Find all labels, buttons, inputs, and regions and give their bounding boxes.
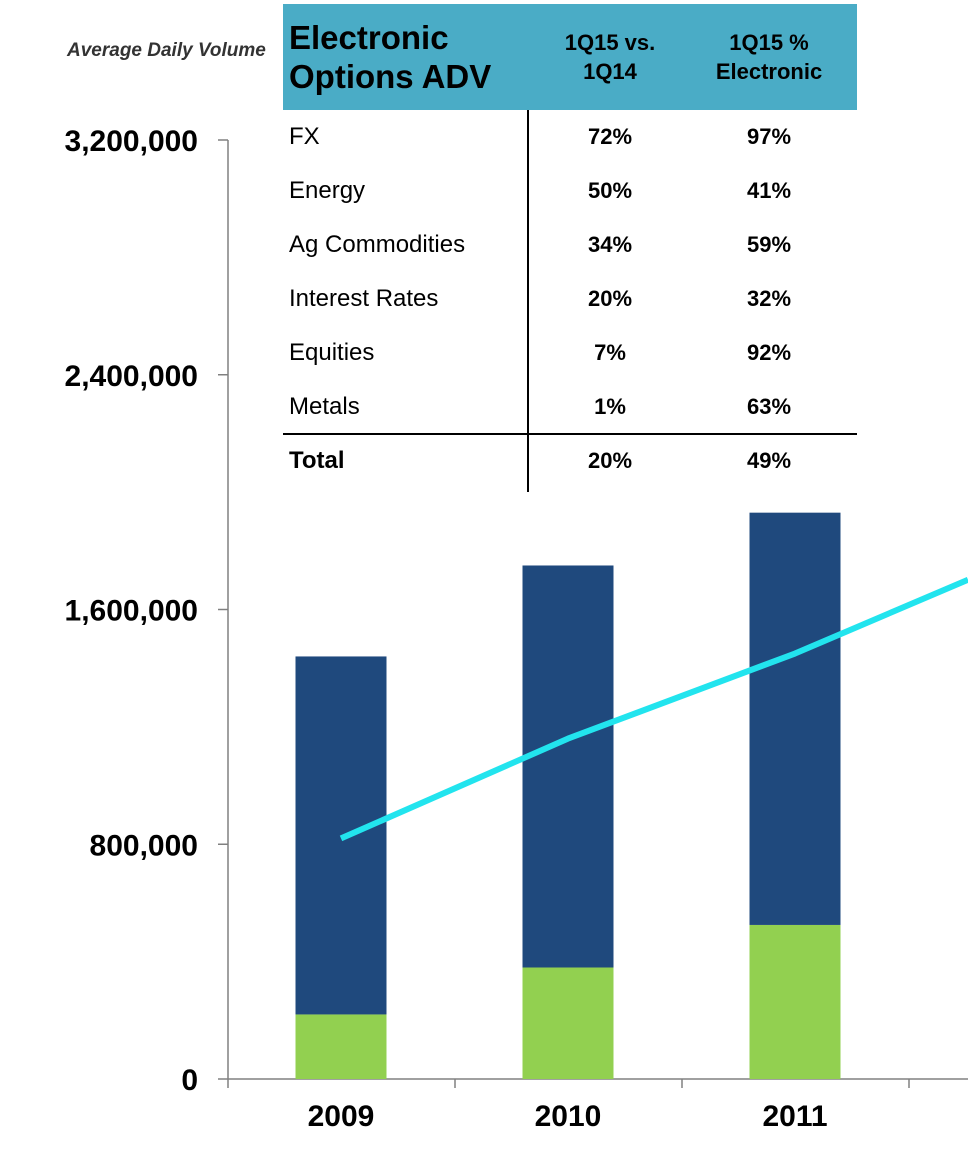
row-label: Equities	[289, 339, 375, 366]
row-electronic: 59%	[746, 232, 792, 257]
table-vertical-divider	[527, 110, 529, 492]
row-label: Ag Commodities	[289, 231, 466, 258]
table-row: Energy 50% 41%	[283, 164, 857, 218]
total-label: Total	[289, 447, 345, 474]
bar-bottom	[295, 1014, 387, 1079]
row-label: Metals	[289, 393, 360, 420]
table-row: Metals 1% 63%	[283, 380, 857, 434]
bar-bottom	[522, 967, 614, 1079]
table-total-row: Total 20% 49%	[283, 434, 857, 488]
table-row: FX 72% 97%	[283, 110, 857, 164]
row-label: Interest Rates	[289, 285, 439, 312]
series-line	[339, 576, 968, 842]
y-tick-label: 1,600,000	[65, 595, 198, 628]
row-label: FX	[289, 123, 320, 150]
row-change: 7%	[594, 340, 626, 365]
y-tick-label: 2,400,000	[65, 360, 198, 393]
row-electronic: 41%	[746, 178, 792, 203]
table-header-electronic: 1Q15 % Electronic	[715, 30, 823, 84]
y-axis-title: Average Daily Volume	[67, 40, 266, 61]
row-change: 20%	[587, 286, 633, 311]
x-tick-label: 2009	[308, 1100, 375, 1133]
row-electronic: 92%	[746, 340, 792, 365]
y-tick-label: 3,200,000	[65, 125, 198, 158]
table-header-title: Electronic Options ADV	[289, 19, 492, 95]
table-body: FX 72% 97% Energy 50% 41% Ag Commodities…	[283, 110, 857, 492]
row-label: Energy	[289, 177, 366, 204]
bar-bottom	[749, 924, 841, 1079]
x-tick-label: 2010	[535, 1100, 602, 1133]
total-electronic: 49%	[746, 448, 792, 473]
x-tick-label: 2011	[762, 1100, 827, 1133]
row-electronic: 32%	[746, 286, 792, 311]
table-row: Equities 7% 92%	[283, 326, 857, 380]
row-change: 72%	[587, 124, 633, 149]
table-row: Interest Rates 20% 32%	[283, 272, 857, 326]
table-total-divider	[283, 433, 857, 435]
row-change: 34%	[587, 232, 633, 257]
electronic-options-table: Electronic Options ADV 1Q15 vs. 1Q14 1Q1…	[283, 4, 857, 492]
row-electronic: 97%	[746, 124, 792, 149]
total-change: 20%	[587, 448, 633, 473]
table-header: Electronic Options ADV 1Q15 vs. 1Q14 1Q1…	[283, 4, 857, 110]
row-change: 50%	[587, 178, 633, 203]
table-header-change: 1Q15 vs. 1Q14	[564, 30, 656, 84]
table-row: Ag Commodities 34% 59%	[283, 218, 857, 272]
row-change: 1%	[594, 394, 626, 419]
y-tick-label: 800,000	[90, 829, 198, 862]
y-tick-label: 0	[181, 1064, 198, 1097]
bar-top	[749, 512, 841, 925]
row-electronic: 63%	[746, 394, 792, 419]
bar-top	[522, 565, 614, 968]
